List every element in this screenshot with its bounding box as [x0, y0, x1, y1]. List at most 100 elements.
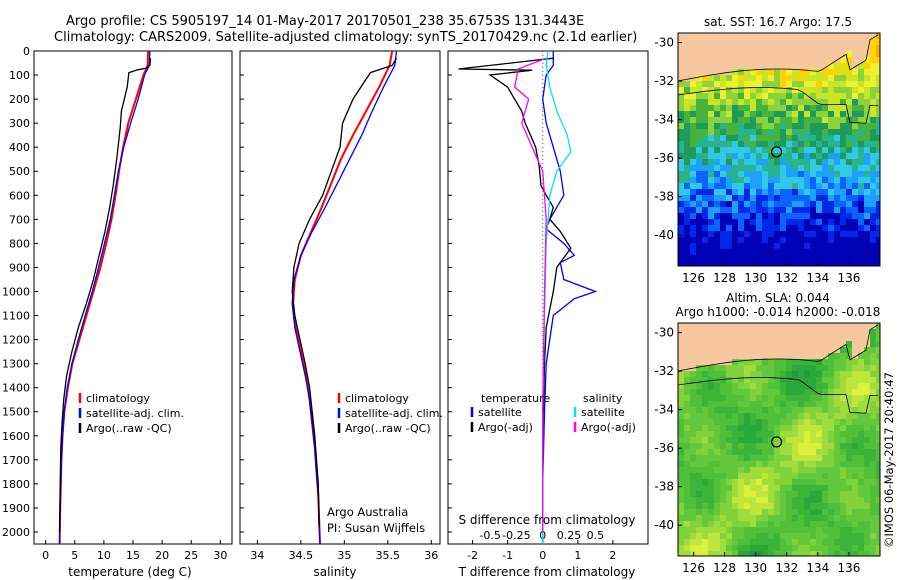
sst-map-cell — [834, 189, 841, 196]
sst-map-cell — [828, 231, 835, 238]
sst-map-cell — [870, 111, 877, 118]
sla-map-cell — [690, 461, 697, 468]
sst-map-cell — [768, 261, 775, 267]
sla-map-cell — [762, 353, 769, 360]
sla-map-cell — [696, 389, 703, 396]
sla-map-cell — [726, 377, 733, 384]
sst-map-cell — [870, 219, 877, 226]
sst-map-cell — [726, 183, 733, 190]
sla-map-cell — [822, 491, 829, 498]
sst-map-cell — [762, 39, 769, 46]
sst-map-cell — [774, 249, 781, 256]
sst-map-cell — [714, 147, 721, 154]
sst-map-cell — [684, 201, 691, 208]
sst-map-cell — [690, 51, 697, 58]
sst-map-cell — [846, 69, 853, 76]
sst-map-cell — [708, 129, 715, 136]
sla-map-cell — [774, 515, 781, 522]
sla-map-cell — [816, 491, 823, 498]
sla-map-cell — [774, 443, 781, 450]
sla-map-cell — [750, 329, 757, 336]
sla-map-cell — [744, 509, 751, 516]
sst-map-cell — [816, 165, 823, 172]
sla-map-ytick-label: -34 — [654, 403, 674, 417]
sst-map-cell — [780, 45, 787, 52]
sla-map-cell — [786, 431, 793, 438]
sla-map-cell — [714, 437, 721, 444]
sla-map-cell — [852, 383, 859, 390]
sst-map-cell — [798, 177, 805, 184]
sla-map-cell — [684, 443, 691, 450]
sla-map-cell — [864, 347, 871, 354]
sst-map-cell — [798, 69, 805, 76]
sst-map-cell — [732, 225, 739, 232]
sst-map-cell — [690, 81, 697, 88]
sla-map-cell — [816, 539, 823, 546]
sla-map-cell — [696, 455, 703, 462]
sst-map-cell — [774, 159, 781, 166]
sla-map-cell — [846, 335, 853, 342]
sst-map-cell — [810, 225, 817, 232]
sla-map-cell — [864, 419, 871, 426]
sla-map-cell — [762, 347, 769, 354]
sla-map-cell — [768, 341, 775, 348]
sla-map-cell — [726, 467, 733, 474]
sst-map-cell — [684, 153, 691, 160]
sst-map-cell — [828, 117, 835, 124]
sst-map-cell — [702, 219, 709, 226]
sst-map-cell — [786, 135, 793, 142]
sst-map-cell — [852, 237, 859, 244]
sst-map-cell — [858, 129, 865, 136]
sst-map-cell — [876, 243, 881, 250]
sst-map-cell — [840, 171, 847, 178]
sla-map-cell — [714, 533, 721, 540]
sst-map-cell — [690, 147, 697, 154]
sst-map-cell — [762, 183, 769, 190]
sst-map-cell — [858, 105, 865, 112]
sst-map-cell — [774, 93, 781, 100]
sst-map-cell — [858, 171, 865, 178]
sst-map-cell — [792, 111, 799, 118]
sla-map-cell — [864, 461, 871, 468]
sst-map-cell — [864, 213, 871, 220]
sla-map-cell — [798, 497, 805, 504]
sla-map-cell — [774, 425, 781, 432]
sla-map-cell — [726, 485, 733, 492]
sla-map-cell — [810, 371, 817, 378]
sla-map-cell — [726, 347, 733, 354]
sst-map-cell — [852, 249, 859, 256]
sla-map-cell — [750, 413, 757, 420]
sla-map-cell — [840, 485, 847, 492]
sst-map-cell — [744, 189, 751, 196]
sla-map-cell — [714, 509, 721, 516]
sla-map-cell — [744, 491, 751, 498]
sst-map-cell — [774, 81, 781, 88]
sla-map-cell — [720, 461, 727, 468]
sst-map-cell — [744, 159, 751, 166]
sst-map-cell — [762, 141, 769, 148]
sst-map-cell — [774, 171, 781, 178]
sst-map-cell — [834, 123, 841, 130]
sla-map-cell — [786, 539, 793, 546]
sst-map-cell — [750, 153, 757, 160]
sla-map-cell — [846, 533, 853, 540]
sst-map-cell — [762, 243, 769, 250]
sst-map-cell — [690, 117, 697, 124]
sst-map-cell — [732, 165, 739, 172]
sst-map-cell — [870, 195, 877, 202]
sst-map-cell — [786, 105, 793, 112]
sla-map-cell — [870, 467, 877, 474]
sst-map-cell — [738, 261, 745, 267]
sla-map-cell — [720, 347, 727, 354]
sst-map-cell — [816, 249, 823, 256]
sla-map-cell — [828, 455, 835, 462]
sst-map-cell — [840, 213, 847, 220]
sla-map-cell — [798, 539, 805, 546]
sst-map-cell — [726, 87, 733, 94]
sla-map-cell — [702, 341, 709, 348]
sla-map-cell — [792, 347, 799, 354]
sst-map-cell — [720, 81, 727, 88]
sst-map-cell — [822, 117, 829, 124]
sla-map-cell — [708, 323, 715, 330]
sst-map-cell — [870, 249, 877, 256]
